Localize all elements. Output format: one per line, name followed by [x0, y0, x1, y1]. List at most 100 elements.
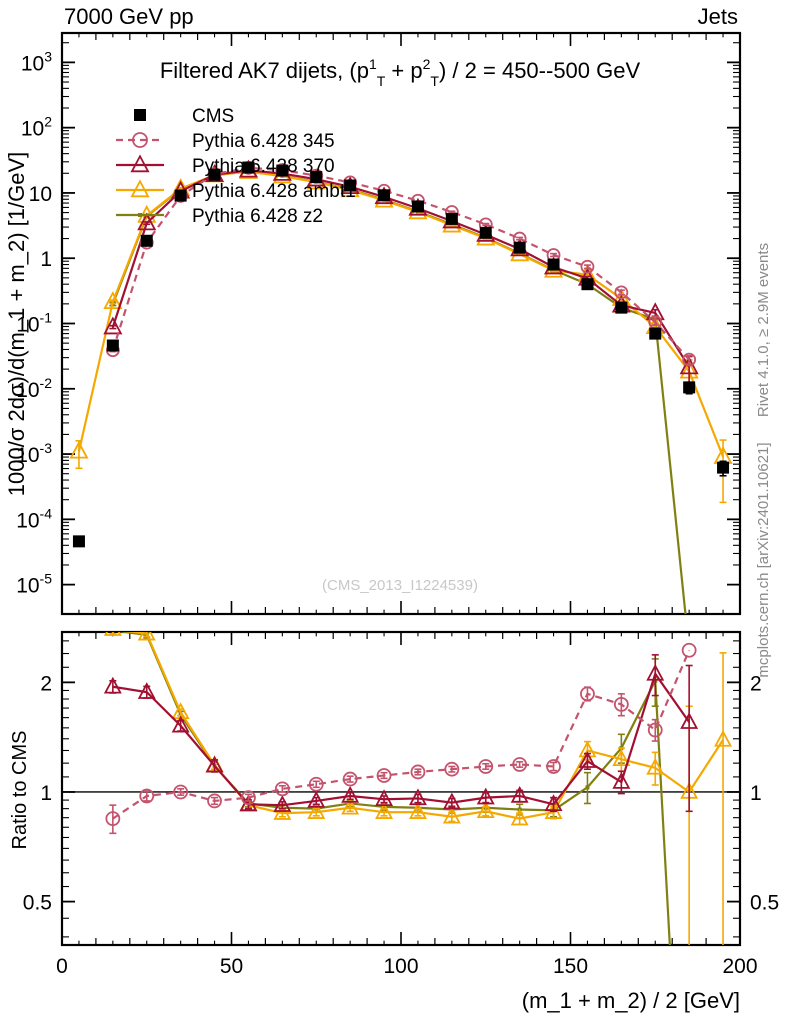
ratio-point-p345: [105, 811, 121, 827]
data-point-p370: [137, 212, 157, 231]
data-point-cms: [344, 179, 357, 192]
data-point-cms: [310, 171, 323, 184]
ratio-point-p345: [274, 781, 290, 797]
legend-entry-p345: Pythia 6.428 345: [116, 131, 335, 152]
data-point-p345: [614, 285, 629, 300]
y-axis-title-text: 1000/σ 2dσ)/d(m_1 + m_2) [1/GeV]: [4, 152, 29, 497]
mcplots-source-label: mcplots.cern.ch [arXiv:2401.10621]: [755, 442, 772, 677]
ratio-point-p345: [580, 686, 595, 702]
y-axis-tick-label: 10-4: [16, 505, 52, 532]
y-axis-tick-label: 10-5: [16, 571, 52, 598]
y-axis-tick-label: 10-3: [16, 440, 52, 467]
data-point-cms: [411, 200, 424, 213]
header-analysis-label: Jets: [698, 4, 738, 29]
ratio-point-p370: [544, 794, 563, 812]
ratio-point-ambt1: [273, 803, 292, 820]
ratio-point-p370: [341, 785, 360, 803]
legend-label-p370: Pythia 6.428 370: [192, 156, 335, 177]
ratio-point-ambt1: [476, 801, 495, 819]
ratio-point-p370: [612, 771, 631, 789]
ratio-point-ambt1: [341, 797, 360, 815]
ratio-series-p345: [105, 642, 697, 835]
data-point-ambt1: [69, 440, 89, 459]
data-point-cms: [581, 278, 594, 291]
ratio-point-p370: [137, 682, 156, 699]
data-point-cms: [445, 212, 458, 225]
header-beam-label: 7000 GeV pp: [64, 4, 194, 29]
data-point-cms: [72, 535, 85, 548]
data-point-cms: [513, 241, 526, 254]
ratio-point-p345: [613, 696, 629, 712]
ratio-y-tick-label-right: 1: [750, 782, 762, 805]
ratio-point-p345: [376, 768, 392, 783]
ratio-point-p370: [273, 795, 292, 812]
ratio-point-p345: [139, 788, 155, 804]
legend-label-ambt1: Pythia 6.428 ambt1: [192, 181, 356, 202]
ratio-point-p345: [173, 784, 189, 800]
data-point-cms: [276, 164, 289, 177]
data-point-cms: [174, 189, 187, 202]
ratio-point-ambt1: [375, 802, 394, 819]
ratio-point-z2: [585, 785, 590, 790]
ratio-point-p345: [647, 722, 663, 738]
data-point-cms: [479, 226, 492, 239]
ratio-point-p370: [510, 785, 529, 803]
y-axis-tick-label: 10-2: [16, 375, 52, 402]
data-point-cms: [208, 168, 221, 181]
ratio-point-p370: [646, 663, 665, 681]
data-point-p370: [103, 316, 123, 335]
legend-label-cms: CMS: [192, 106, 234, 127]
ratio-point-p345: [546, 759, 561, 774]
ratio-point-p345: [681, 642, 697, 658]
ratio-point-ambt1: [510, 808, 529, 826]
ratio-y-tick-label-right: 2: [750, 672, 762, 695]
y-axis-title: 1000/σ 2dσ)/d(m_1 + m_2) [1/GeV]: [4, 152, 29, 497]
data-point-cms: [615, 301, 628, 314]
ratio-point-ambt1: [103, 632, 122, 636]
legend-marker-z2: [138, 213, 142, 217]
main-series-group: [69, 159, 733, 652]
rivet-version-label: Rivet 4.1.0, ≥ 2.9M events: [755, 243, 772, 417]
data-point-ambt1: [103, 291, 123, 309]
x-axis-title: (m_1 + m_2) / 2 [GeV]: [522, 988, 740, 1013]
svg-text:Filtered AK7 dijets, (p1T + p2: Filtered AK7 dijets, (p1T + p2T) / 2 = 4…: [160, 56, 641, 89]
ratio-point-p345: [512, 757, 528, 772]
legend-entry-cms: CMS: [134, 106, 234, 127]
ratio-point-p370: [171, 715, 190, 733]
ratio-point-p370: [476, 787, 495, 805]
ratio-point-p370: [578, 751, 597, 768]
main-panel-frame: [60, 31, 742, 616]
ratio-point-p370: [442, 792, 461, 810]
legend-entry-ambt1: Pythia 6.428 ambt1: [116, 179, 356, 202]
ratio-point-z2: [382, 804, 387, 809]
data-point-cms: [378, 189, 391, 202]
ratio-y-tick-label: 2: [40, 672, 52, 695]
y-axis-tick-label: 103: [21, 48, 52, 75]
ratio-panel-frame: [60, 630, 742, 947]
legend-entry-z2: Pythia 6.428 z2: [116, 206, 323, 227]
series-ambt1: [69, 160, 733, 504]
y-axis-tick-label: 10: [29, 183, 52, 206]
legend-marker-p370: [130, 154, 150, 173]
data-point-cms: [683, 381, 696, 394]
ratio-y-tick-label: 1: [40, 782, 52, 805]
ratio-panel: 0.5 0.5 1 1 2 2 0 50 100 150 200: [23, 630, 779, 978]
ratio-point-ambt1: [408, 802, 427, 819]
data-point-cms: [717, 461, 730, 474]
ratio-point-p370: [307, 790, 326, 808]
ratio-point-p345: [241, 790, 256, 806]
ratio-point-p345: [207, 793, 222, 809]
ratio-y-tick-label: 0.5: [23, 892, 52, 915]
ratio-point-z2: [348, 801, 353, 806]
data-point-cms: [242, 161, 255, 174]
data-point-p345: [580, 259, 595, 274]
data-point-z2: [687, 648, 691, 652]
ratio-point-p345: [478, 759, 494, 774]
legend-marker-cms: [134, 109, 146, 121]
y-axis-tick-label: 102: [21, 114, 52, 141]
ratio-point-p345: [410, 764, 426, 780]
ratio-point-p370: [205, 755, 224, 773]
x-axis-tick-label: 0: [56, 955, 68, 978]
